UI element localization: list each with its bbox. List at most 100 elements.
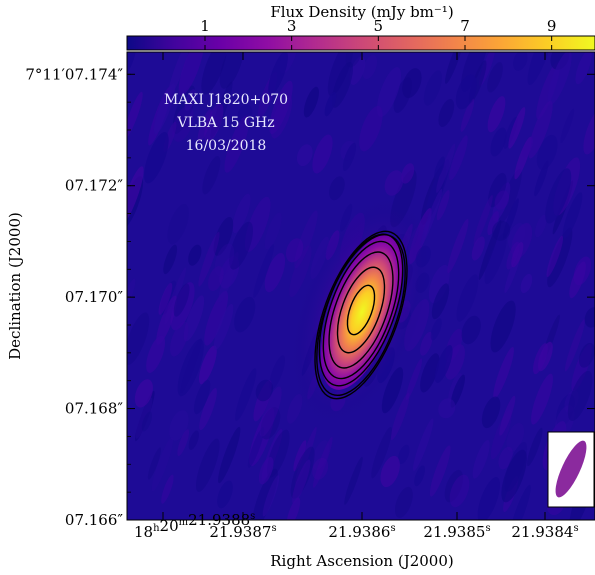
noise-blob: [312, 457, 329, 480]
noise-blob: [445, 52, 464, 84]
y-tick-label: 07.172″: [65, 177, 123, 195]
noise-blob: [213, 216, 234, 256]
noise-blob: [536, 134, 558, 170]
noise-blob: [514, 136, 532, 180]
noise-blob: [578, 342, 595, 368]
contour-level: [314, 230, 408, 400]
colorbar: [126, 35, 595, 51]
noise-blob: [547, 52, 572, 105]
noise-blob: [487, 211, 499, 236]
noise-blob: [472, 439, 490, 479]
noise-blob: [494, 190, 510, 210]
noise-blob: [204, 103, 224, 143]
noise-blob: [438, 398, 456, 419]
noise-blob: [546, 235, 564, 278]
noise-blob: [423, 70, 442, 106]
colorbar-tick-label: 5: [374, 17, 384, 35]
noise-blob: [260, 407, 281, 440]
noise-blob: [477, 476, 500, 520]
contour-level: [328, 251, 394, 369]
noise-blob: [180, 338, 202, 394]
y-tick-label: 7°11′07.174″: [25, 65, 123, 83]
noise-blob: [381, 367, 404, 414]
contours: [314, 230, 408, 400]
noise-blob: [331, 61, 354, 108]
noise-blob: [564, 319, 585, 372]
noise-blob: [414, 465, 425, 487]
noise-blob: [349, 56, 366, 85]
noise-blob: [545, 168, 572, 224]
noise-blob: [560, 108, 575, 144]
noise-blob: [527, 427, 543, 467]
noise-blob: [402, 68, 422, 99]
noise-blob: [188, 430, 199, 450]
noise-blob: [153, 83, 176, 135]
observation-label: VLBA 15 GHz: [176, 115, 274, 131]
noise-blob: [259, 386, 282, 437]
colorbar-tick-label: 7: [460, 17, 470, 35]
noise-blob: [380, 455, 400, 488]
plot-frame: [126, 51, 595, 521]
y-axis-label: Declination (J2000): [6, 212, 24, 360]
noise-blob: [431, 283, 450, 320]
noise-blob: [198, 231, 220, 287]
noise-blob: [255, 379, 274, 402]
noise-blob: [213, 303, 234, 350]
noise-blob: [394, 486, 413, 518]
noise-blob: [296, 144, 313, 167]
noise-blob: [249, 407, 275, 467]
noise-blob: [201, 52, 228, 95]
noise-blob: [329, 176, 345, 201]
contour-level: [322, 240, 400, 380]
x-tick-label: 21.9386s: [328, 523, 395, 541]
noise-blob: [481, 396, 501, 429]
noise-blob: [520, 273, 533, 294]
noise-blob: [208, 265, 224, 292]
noise-blob: [569, 261, 586, 299]
noise-blob: [177, 339, 204, 397]
noise-blob: [376, 67, 402, 117]
noise-blob: [218, 426, 241, 484]
noise-blob: [163, 244, 178, 275]
noise-blob: [547, 227, 573, 288]
noise-blob: [490, 300, 516, 353]
noise-blob: [312, 440, 330, 471]
noise-blob: [460, 98, 475, 132]
noise-blob: [294, 210, 318, 269]
noise-blob: [450, 374, 465, 408]
noise-blob: [184, 89, 197, 111]
noise-blob: [169, 321, 189, 357]
noise-blob: [513, 52, 528, 71]
noise-blob: [268, 52, 288, 96]
beam-box: [547, 431, 595, 508]
y-tick-label: 07.168″: [65, 400, 123, 418]
noise-blob: [492, 220, 511, 241]
noise-blob: [455, 74, 477, 110]
noise-blob: [312, 436, 333, 488]
noise-blob: [429, 445, 451, 497]
noise-blob: [488, 172, 507, 208]
noise-blob: [183, 295, 205, 342]
noise-blob: [264, 212, 282, 250]
noise-blob: [487, 62, 503, 93]
noise-blob: [434, 156, 445, 180]
noise-blob: [217, 480, 233, 509]
noise-blob: [156, 295, 177, 345]
noise-blob: [167, 203, 189, 245]
noise-blob: [218, 251, 239, 303]
noise-blob: [177, 429, 190, 456]
noise-blob: [471, 236, 485, 261]
noise-blob: [204, 290, 229, 346]
noise-blob: [289, 245, 312, 298]
noise-blob: [269, 80, 293, 135]
noise-blob: [253, 244, 275, 298]
contour-level: [346, 284, 376, 336]
noise-blob: [161, 474, 174, 504]
noise-blob: [252, 468, 278, 520]
colorbar-label: Flux Density (mJy bm⁻¹): [270, 3, 453, 21]
noise-blob: [498, 169, 522, 224]
beam-ellipse: [555, 440, 587, 498]
noise-blob: [522, 136, 534, 158]
